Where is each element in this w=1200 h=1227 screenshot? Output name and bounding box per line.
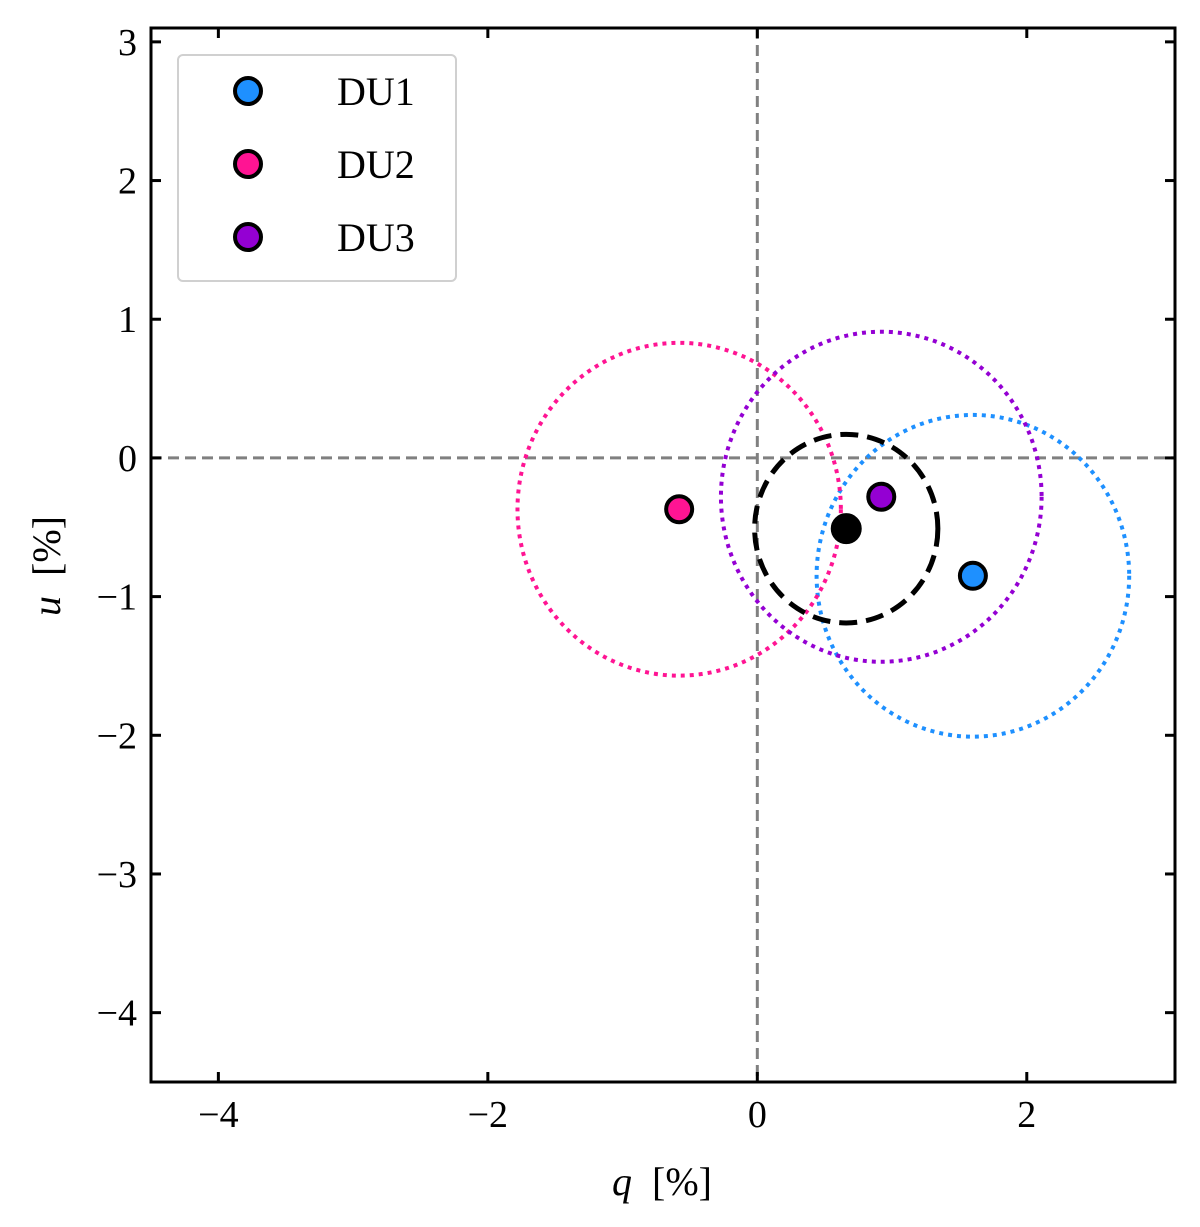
ring-du2: [515, 340, 843, 678]
legend-label-du2: DU2: [337, 142, 415, 187]
y-tick-label: −1: [97, 577, 137, 619]
y-axis-unit: [%]: [24, 516, 69, 576]
data-points: [664, 481, 988, 591]
x-axis-label: q [%]: [612, 1159, 712, 1204]
ring-du3: [718, 329, 1044, 664]
y-tick-label: 1: [118, 299, 137, 341]
legend-label-du3: DU3: [337, 215, 415, 260]
legend: DU1 DU2 DU3: [177, 54, 457, 282]
reference-lines: [151, 28, 1175, 1082]
plot-frame: [149, 26, 1177, 1084]
point-du2: [664, 494, 695, 525]
y-tick-label: 3: [118, 22, 137, 64]
y-tick-label: −4: [97, 993, 137, 1035]
ring-du1: [814, 412, 1132, 739]
legend-label-du1: DU1: [337, 69, 415, 114]
x-axis-unit: [%]: [652, 1159, 712, 1204]
legend-marker-du3: [233, 222, 263, 252]
y-axis-label: u [%]: [24, 516, 69, 616]
point-combined: [830, 513, 862, 545]
uncertainty-rings: [515, 329, 1132, 739]
x-tick-label: −2: [468, 1094, 508, 1136]
x-axis-variable: q: [612, 1159, 632, 1204]
x-tick-label: −4: [198, 1094, 238, 1136]
point-du3: [866, 481, 897, 512]
y-tick-label: −2: [97, 715, 137, 757]
y-tick-label: 2: [118, 161, 137, 203]
axis-ticks: −4 −2 0 2 −4 −3 −2 −1 0 1 2 3: [97, 22, 1175, 1136]
legend-marker-du2: [233, 149, 263, 179]
x-tick-label: 2: [1017, 1094, 1036, 1136]
ring-combined: [752, 431, 941, 626]
y-tick-label: 0: [118, 438, 137, 480]
legend-marker-du1: [233, 76, 263, 106]
point-du1: [957, 560, 988, 591]
y-axis-variable: u: [24, 596, 69, 616]
x-tick-label: 0: [748, 1094, 767, 1136]
y-tick-label: −3: [97, 854, 137, 896]
